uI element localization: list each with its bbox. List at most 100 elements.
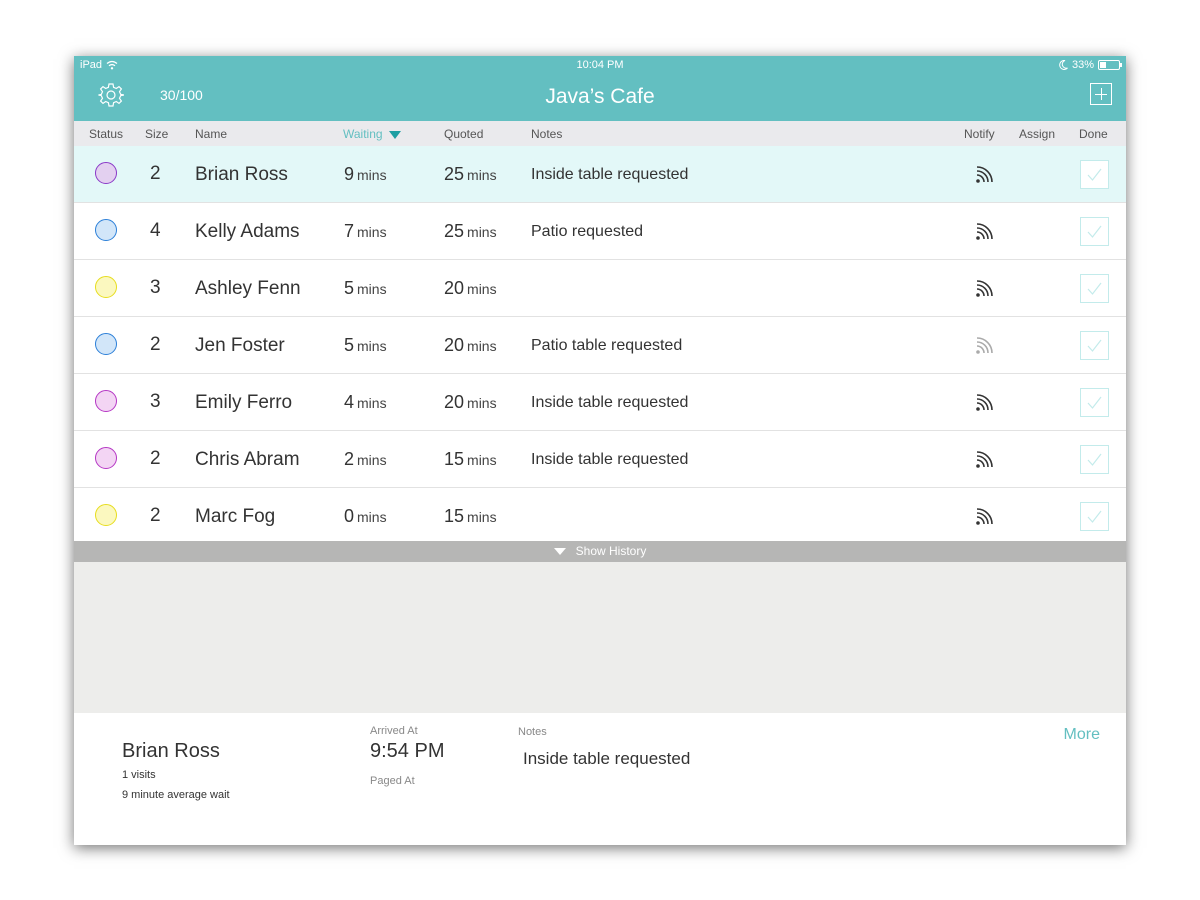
done-checkbox[interactable]	[1080, 274, 1109, 303]
checkmark-icon	[1087, 282, 1102, 295]
quoted-unit: mins	[467, 509, 497, 525]
quoted-time: 25 mins	[444, 221, 497, 242]
checkmark-icon	[1087, 510, 1102, 523]
waitlist-table: 2 Brian Ross 9 mins 25 mins Inside table reque…	[74, 146, 1126, 545]
done-checkbox[interactable]	[1080, 160, 1109, 189]
guest-name: Chris Abram	[195, 449, 300, 470]
detail-notes: Inside table requested	[523, 749, 691, 768]
detail-average-wait: 9 minute average wait	[122, 789, 230, 801]
battery-percent: 33%	[1071, 59, 1094, 71]
status-right: 33%	[1059, 59, 1122, 71]
detail-notes-label: Notes	[518, 726, 547, 738]
done-checkbox[interactable]	[1080, 388, 1109, 417]
checkmark-icon	[1087, 168, 1102, 181]
rss-icon[interactable]	[975, 394, 993, 412]
col-status[interactable]: Status	[89, 127, 124, 141]
quoted-time: 15 mins	[444, 506, 497, 527]
col-waiting[interactable]: Waiting	[343, 127, 401, 141]
quoted-unit: mins	[467, 281, 497, 297]
table-row[interactable]: 2 Brian Ross 9 mins 25 mins Inside table reque…	[74, 146, 1126, 203]
quoted-unit: mins	[467, 338, 497, 354]
waiting-unit: mins	[357, 224, 387, 240]
guest-name: Brian Ross	[195, 164, 288, 185]
rss-icon[interactable]	[975, 223, 993, 241]
quoted-unit: mins	[467, 224, 497, 240]
waiting-time: 5 mins	[344, 278, 387, 299]
col-done[interactable]: Done	[1079, 127, 1108, 141]
rss-icon[interactable]	[975, 280, 993, 298]
col-notify[interactable]: Notify	[964, 127, 995, 141]
status-circle-icon[interactable]	[95, 390, 117, 412]
waiting-value: 5	[344, 278, 355, 298]
table-row[interactable]: 3 Emily Ferro 4 mins 20 mins Inside table requ…	[74, 374, 1126, 431]
quoted-value: 20	[444, 278, 465, 298]
quoted-time: 20 mins	[444, 335, 497, 356]
quoted-time: 20 mins	[444, 392, 497, 413]
waiting-time: 7 mins	[344, 221, 387, 242]
col-notes[interactable]: Notes	[531, 127, 563, 141]
guest-name: Kelly Adams	[195, 221, 300, 242]
done-checkbox[interactable]	[1080, 217, 1109, 246]
status-circle-icon[interactable]	[95, 504, 117, 526]
rss-icon[interactable]	[975, 451, 993, 469]
battery-icon	[1098, 60, 1122, 70]
table-row[interactable]: 2 Chris Abram 2 mins 15 mins Inside table requ…	[74, 431, 1126, 488]
paged-label: Paged At	[370, 775, 415, 787]
column-header-row: Status Size Name Waiting Quoted Notes No…	[74, 121, 1126, 146]
guest-detail-panel: Brian Ross 1 visits 9 minute average wai…	[74, 713, 1126, 845]
status-circle-icon[interactable]	[95, 162, 117, 184]
row-notes: Inside table requested	[531, 451, 689, 468]
quoted-value: 25	[444, 164, 465, 184]
detail-visits: 1 visits	[122, 769, 156, 781]
row-notes: Patio table requested	[531, 337, 683, 354]
done-checkbox[interactable]	[1080, 502, 1109, 531]
waiting-time: 0 mins	[344, 506, 387, 527]
rss-icon[interactable]	[975, 337, 993, 355]
rss-icon[interactable]	[975, 166, 993, 184]
quoted-time: 15 mins	[444, 449, 497, 470]
ipad-screen: iPad 10:04 PM 33% 30/100 Java’s Cafe S	[74, 56, 1126, 845]
status-circle-icon[interactable]	[95, 219, 117, 241]
quoted-time: 20 mins	[444, 278, 497, 299]
status-time: 10:04 PM	[576, 59, 624, 71]
party-size: 2	[150, 334, 161, 355]
row-notes: Patio requested	[531, 223, 644, 240]
checkmark-icon	[1087, 339, 1102, 352]
waiting-time: 5 mins	[344, 335, 387, 356]
add-party-button[interactable]	[1090, 83, 1112, 105]
status-circle-icon[interactable]	[95, 333, 117, 355]
done-checkbox[interactable]	[1080, 445, 1109, 474]
waiting-value: 4	[344, 392, 355, 412]
checkmark-icon	[1087, 225, 1102, 238]
table-row[interactable]: 2 Marc Fog 0 mins 15 mins	[74, 488, 1126, 545]
row-notes: Inside table requested	[531, 166, 689, 183]
table-row[interactable]: 4 Kelly Adams 7 mins 25 mins Patio requested	[74, 203, 1126, 260]
more-link[interactable]: More	[1063, 726, 1100, 743]
waiting-unit: mins	[357, 509, 387, 525]
col-quoted[interactable]: Quoted	[444, 127, 484, 141]
settings-gear-icon[interactable]	[98, 82, 124, 108]
party-size: 2	[150, 163, 161, 184]
status-circle-icon[interactable]	[95, 447, 117, 469]
waiting-unit: mins	[357, 395, 387, 411]
col-assign[interactable]: Assign	[1019, 127, 1056, 141]
carrier-label: iPad	[80, 59, 103, 71]
checkmark-icon	[1087, 396, 1102, 409]
status-circle-icon[interactable]	[95, 276, 117, 298]
arrived-time: 9:54 PM	[370, 740, 445, 762]
show-history-button[interactable]: Show History	[74, 541, 1126, 562]
waiting-value: 9	[344, 164, 355, 184]
sort-desc-icon	[388, 130, 401, 139]
quoted-value: 15	[444, 449, 465, 469]
waiting-value: 7	[344, 221, 355, 241]
app-title: Java’s Cafe	[545, 85, 655, 108]
col-size[interactable]: Size	[145, 127, 169, 141]
table-row[interactable]: 2 Jen Foster 5 mins 20 mins Patio table reques…	[74, 317, 1126, 374]
rss-icon[interactable]	[975, 508, 993, 526]
col-name[interactable]: Name	[195, 127, 228, 141]
done-checkbox[interactable]	[1080, 331, 1109, 360]
quoted-time: 25 mins	[444, 164, 497, 185]
party-size: 3	[150, 277, 161, 298]
wifi-icon	[106, 60, 118, 70]
table-row[interactable]: 3 Ashley Fenn 5 mins 20 mins	[74, 260, 1126, 317]
